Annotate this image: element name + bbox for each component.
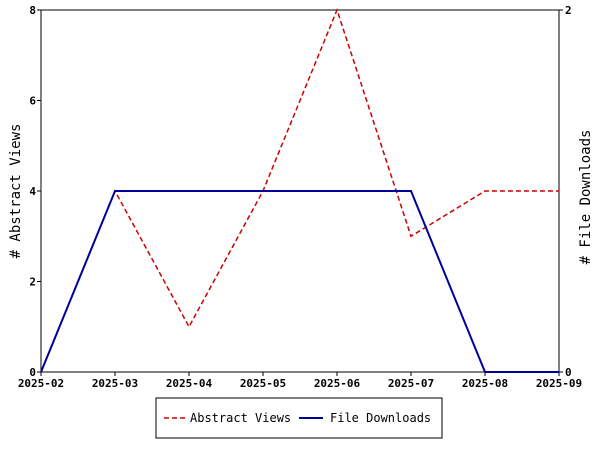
x-tick-label: 2025-05: [240, 377, 286, 390]
left-tick-label: 8: [29, 4, 36, 17]
legend-label: File Downloads: [330, 411, 431, 425]
series-lines: [40, 7, 559, 373]
left-axis-ticks: 0 2 4 6 8: [29, 4, 41, 379]
left-tick-label: 2: [29, 276, 36, 289]
x-tick-label: 2025-04: [166, 377, 213, 390]
series-line-file-downloads: [40, 190, 559, 373]
x-tick-label: 2025-06: [314, 377, 361, 390]
x-tick-label: 2025-07: [388, 377, 434, 390]
x-tick-label: 2025-08: [462, 377, 508, 390]
left-axis-title: # Abstract Views: [8, 124, 24, 259]
right-axis-ticks: 02: [559, 4, 572, 379]
x-axis-ticks: 2025-02 2025-03 2025-04 2025-05 2025-06 2025-…: [18, 372, 582, 390]
left-tick-label: 0: [29, 366, 36, 379]
left-tick-label: 6: [29, 95, 36, 108]
legend-label: Abstract Views: [190, 411, 291, 425]
x-tick-label: 2025-03: [92, 377, 138, 390]
x-tick-label: 2025-02: [18, 377, 64, 390]
series-line-abstract-views: [40, 7, 559, 373]
legend: Abstract Views File Downloads: [155, 397, 443, 439]
right-axis-title: # File Downloads: [578, 130, 594, 265]
right-tick-label: 0: [565, 366, 572, 379]
right-tick-label: 2: [565, 4, 572, 17]
left-tick-label: 4: [29, 185, 36, 198]
x-tick-label: 2025-09: [536, 377, 582, 390]
